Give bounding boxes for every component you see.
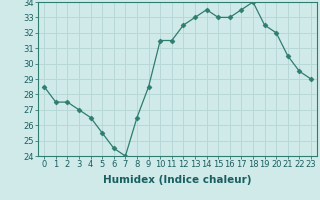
X-axis label: Humidex (Indice chaleur): Humidex (Indice chaleur) (103, 175, 252, 185)
